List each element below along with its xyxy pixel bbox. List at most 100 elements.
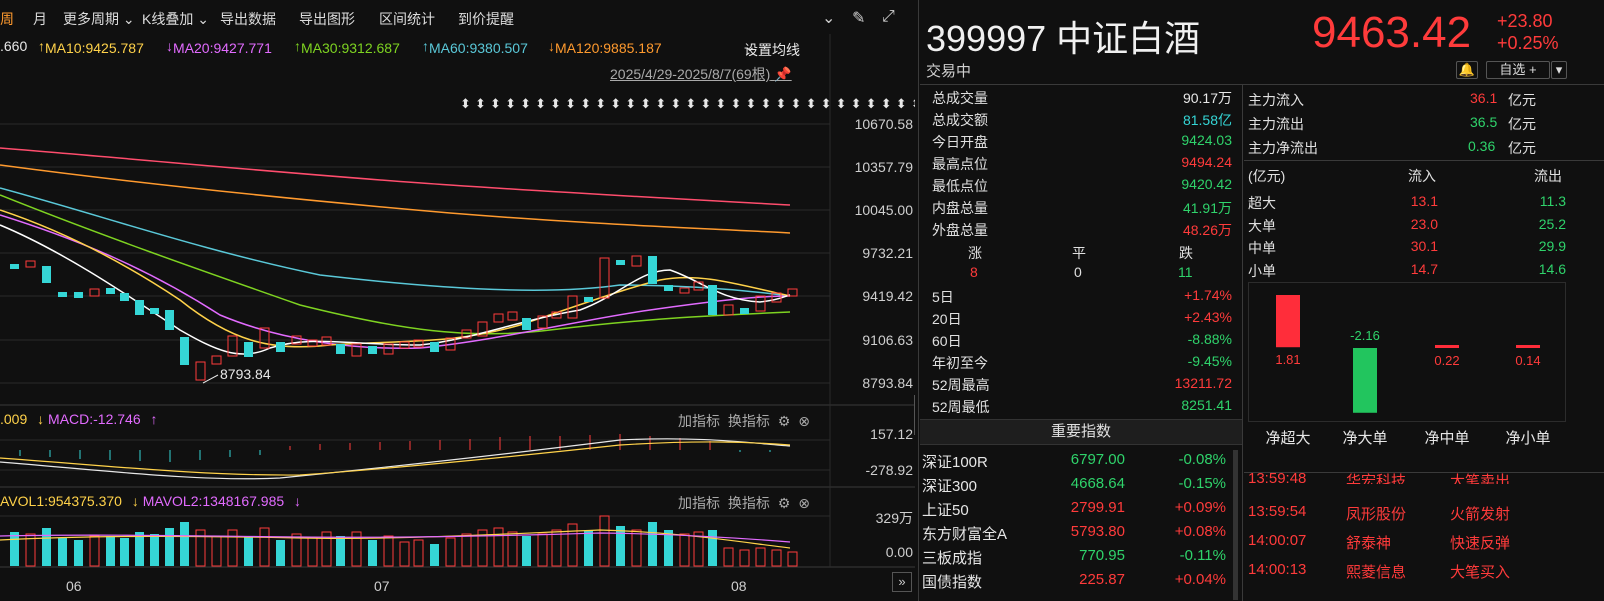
index-name[interactable]: 东方财富全A — [922, 526, 1008, 543]
switch-indicator-button[interactable]: 换指标 — [727, 413, 770, 429]
main-net-outflow-value: 0.36 — [1468, 138, 1496, 154]
price-axis-label: 8793.84 — [862, 375, 913, 391]
index-name[interactable]: 上证50 — [922, 502, 969, 519]
circle-chevron-down-icon[interactable]: ⌄ — [822, 10, 836, 27]
price-axis-label: 9732.21 — [862, 245, 913, 261]
arrow-down-icon: ↓ — [131, 493, 139, 509]
more-periods-dropdown[interactable]: 更多周期 ⌄ — [63, 9, 135, 29]
period-week-tab[interactable]: 周 — [0, 11, 14, 27]
breadth-down-count: 11 — [1178, 264, 1193, 280]
ma250-line — [0, 147, 791, 206]
index-pct: -0.15% — [1178, 475, 1226, 492]
tick-stock-name[interactable]: 凤形股份 — [1346, 506, 1407, 523]
flow-row-in: 14.7 — [1410, 260, 1438, 277]
breadth-up-label: 涨 — [968, 245, 982, 261]
scrollbar-handle — [914, 395, 915, 435]
breadth-down-label: 跌 — [1179, 245, 1193, 261]
candle — [351, 343, 362, 357]
index-name[interactable]: 深证300 — [922, 478, 978, 495]
index-value: 770.95 — [1079, 547, 1125, 564]
candle — [336, 344, 345, 354]
chevron-down-icon[interactable]: ▾ — [1551, 61, 1567, 79]
candles — [10, 255, 798, 381]
flow-row-out: 14.6 — [1538, 260, 1566, 277]
arrow-down-icon: ↓ — [294, 493, 302, 509]
close-icon[interactable]: ⊗ — [798, 495, 810, 511]
candle — [211, 355, 222, 365]
macd-histogram — [19, 434, 771, 462]
candle — [693, 281, 704, 291]
flow-row-label: 大单 — [1248, 217, 1276, 234]
tick-event: 大笔买入 — [1450, 564, 1511, 581]
flow-row-in: 30.1 — [1410, 238, 1438, 254]
macd-dea-value: .009 — [0, 411, 28, 427]
watchlist-button[interactable]: 自选 + — [1486, 61, 1550, 79]
breadth-flat-count: 0 — [1074, 264, 1082, 280]
low-marker-arrow — [202, 374, 219, 384]
ma30-value: MA30:9312.687 — [301, 40, 400, 56]
candle — [106, 288, 115, 294]
net-flow-category: 净超大 — [1265, 430, 1311, 447]
gear-icon[interactable]: ⚙ — [777, 495, 791, 511]
switch-indicator-button[interactable]: 换指标 — [727, 495, 770, 511]
collapse-right-button[interactable]: » — [892, 572, 912, 592]
index-title: 399997 中证白酒 — [926, 18, 1201, 59]
net-flow-category: 净小单 — [1505, 430, 1551, 447]
ma60-line — [0, 187, 791, 297]
net-flow-value-label: 1.81 — [1275, 352, 1300, 367]
tick-time: 14:00:07 — [1248, 532, 1307, 549]
candle — [771, 292, 782, 303]
close-icon[interactable]: ⊗ — [798, 413, 810, 429]
breadth-up-count: 8 — [970, 264, 978, 280]
gear-icon[interactable]: ⚙ — [777, 413, 791, 429]
ma-settings-dropdown[interactable]: 设置均线 ⌄ — [744, 38, 800, 58]
k-overlay-dropdown[interactable]: K线叠加 ⌄ — [142, 9, 209, 29]
tick-stock-name[interactable]: 舒泰神 — [1346, 535, 1392, 552]
candle — [321, 336, 332, 346]
candle — [120, 293, 129, 301]
perf-label: 年初至今 — [932, 355, 988, 371]
bell-icon[interactable]: 🔔 — [1456, 61, 1478, 79]
date-range[interactable]: 2025/4/29-2025/8/7(69根) 📌 — [610, 64, 792, 84]
net-flow-value-label: 0.22 — [1434, 353, 1459, 368]
period-month-tab[interactable]: 月 — [33, 11, 47, 27]
expand-icon[interactable]: ⤢ — [882, 8, 895, 25]
candle — [755, 295, 766, 312]
ma-legend: .660 ↑ MA10:9425.787 ↓ MA20:9427.771 ↑ M… — [0, 36, 915, 58]
range-stats-button[interactable]: 区间统计 — [379, 11, 435, 27]
tick-time: 13:59:54 — [1248, 503, 1307, 520]
candle — [58, 292, 67, 297]
perf-label: 5日 — [932, 289, 954, 305]
index-name[interactable]: 三板成指 — [922, 550, 983, 567]
candle — [195, 361, 206, 381]
index-name[interactable]: 国债指数 — [922, 574, 983, 591]
index-pct: -0.11% — [1179, 547, 1226, 564]
stat-label: 总成交量 — [932, 90, 988, 106]
export-data-button[interactable]: 导出数据 — [220, 11, 276, 27]
price-alert-button[interactable]: 到价提醒 — [458, 11, 514, 27]
candle — [616, 260, 625, 265]
breadth-flat-label: 平 — [1072, 245, 1086, 261]
tick-time: 13:59:48 — [1248, 470, 1307, 484]
net-flow-bar — [1276, 295, 1300, 348]
tick-stock-name[interactable]: 熙菱信息 — [1346, 564, 1407, 581]
stat-value: 9494.24 — [1181, 154, 1232, 170]
add-indicator-button[interactable]: 加指标 — [678, 413, 720, 429]
index-scrollbar[interactable] — [1233, 450, 1238, 600]
export-chart-button[interactable]: 导出图形 — [299, 11, 355, 27]
main-inflow-label: 主力流入 — [1248, 92, 1304, 108]
pen-icon[interactable]: ✎ — [852, 10, 866, 27]
more-periods-label: 更多周期 — [63, 11, 119, 27]
index-pct: +0.09% — [1174, 499, 1226, 516]
stat-label: 总成交额 — [932, 112, 988, 128]
add-indicator-button[interactable]: 加指标 — [678, 495, 720, 511]
index-name[interactable]: 深证100R — [922, 454, 988, 471]
event-markers: ⬍ ⬍ ⬍ ⬍ ⬍ ⬍ ⬍ ⬍ ⬍ ⬍ ⬍ ⬍ ⬍ ⬍ ⬍ ⬍ ⬍ ⬍ ⬍ ⬍ … — [460, 97, 915, 112]
candle — [259, 327, 270, 349]
perf-value: +1.74% — [1184, 287, 1232, 303]
candle — [507, 311, 518, 321]
flow-out-header: 流出 — [1534, 168, 1562, 184]
perf-label: 20日 — [932, 311, 962, 327]
tick-stock-name[interactable]: 华宏科技 — [1346, 473, 1407, 484]
current-price: 9463.42 — [1312, 8, 1472, 57]
